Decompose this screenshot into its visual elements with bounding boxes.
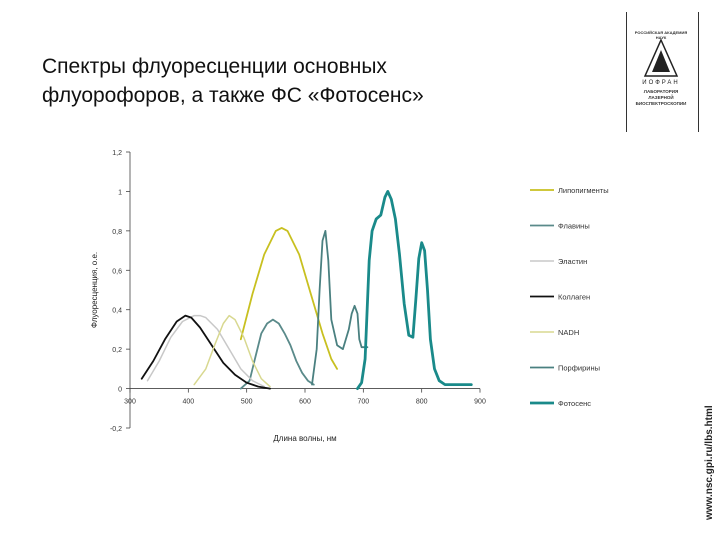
legend-label-4: NADH (558, 328, 579, 337)
x-tick-label: 700 (357, 399, 369, 406)
series-line-1 (239, 318, 315, 390)
title-line-2: флуорофоров, а также ФС «Фотосенс» (42, 84, 424, 107)
series-line-6 (356, 190, 473, 390)
series-line-4 (193, 314, 271, 388)
logo-triangle-icon (643, 38, 679, 77)
y-tick-label: 1,2 (112, 150, 122, 157)
slide-title: Спектры флуоресценции основных флуорофор… (42, 52, 562, 110)
logo-academy-text: РОССИЙСКАЯ АКАДЕМИЯ НАУК (634, 30, 688, 40)
y-tick-label: 0,6 (112, 268, 122, 275)
legend-label-6: Фотосенс (558, 399, 591, 408)
chart-legend: Липопигменты Флавины Эластин Коллаген NADH По… (530, 186, 609, 408)
x-tick-label: 500 (241, 399, 253, 406)
series-line-0 (239, 227, 338, 370)
logo-name: ИОФРАН (642, 80, 680, 86)
y-tick-label: -0,2 (110, 426, 122, 433)
series-line-3 (140, 314, 271, 390)
legend-label-2: Эластин (558, 257, 587, 266)
legend-label-1: Флавины (558, 222, 590, 231)
chart-series (140, 190, 473, 390)
x-tick-label: 900 (474, 399, 486, 406)
logo-lab-text: ЛАБОРАТОРИЯ ЛАЗЕРНОЙ БИОСПЕКТРОСКОПИИ (632, 89, 690, 107)
y-axis-label: Флуоресценция, о.е. (90, 252, 99, 328)
series-line-2 (146, 314, 265, 388)
logo-lab-line-2: БИОСПЕКТРОСКОПИИ (635, 101, 687, 106)
y-tick-label: 1 (118, 189, 122, 196)
y-tick-label: 0,8 (112, 229, 122, 236)
x-tick-label: 800 (416, 399, 428, 406)
x-tick-label: 400 (182, 399, 194, 406)
site-url: www.nsc.gpi.ru/lbs.html (704, 405, 715, 520)
logo-divider-left (626, 12, 627, 132)
x-tick-label: 300 (124, 399, 136, 406)
x-axis-label: Длина волны, нм (273, 434, 336, 443)
title-line-1: Спектры флуоресценции основных (42, 55, 387, 78)
chart-axes: -0,2 0 0,2 0,4 0,6 0,8 1 1,2 300 400 500 600 700 800 9… (110, 150, 486, 433)
fluorescence-chart: -0,2 0 0,2 0,4 0,6 0,8 1 1,2 300 400 500 600 700 800 9… (90, 150, 609, 443)
legend-label-0: Липопигменты (558, 186, 609, 195)
series-line-5 (311, 230, 369, 386)
legend-label-3: Коллаген (558, 293, 590, 302)
logo-divider-right (698, 12, 699, 132)
y-tick-label: 0,2 (112, 347, 122, 354)
legend-label-5: Порфирины (558, 364, 600, 373)
x-tick-label: 600 (299, 399, 311, 406)
logo-lab-line-1: ЛАБОРАТОРИЯ ЛАЗЕРНОЙ (643, 89, 679, 100)
y-tick-label: 0 (118, 387, 122, 394)
y-tick-label: 0,4 (112, 308, 122, 315)
